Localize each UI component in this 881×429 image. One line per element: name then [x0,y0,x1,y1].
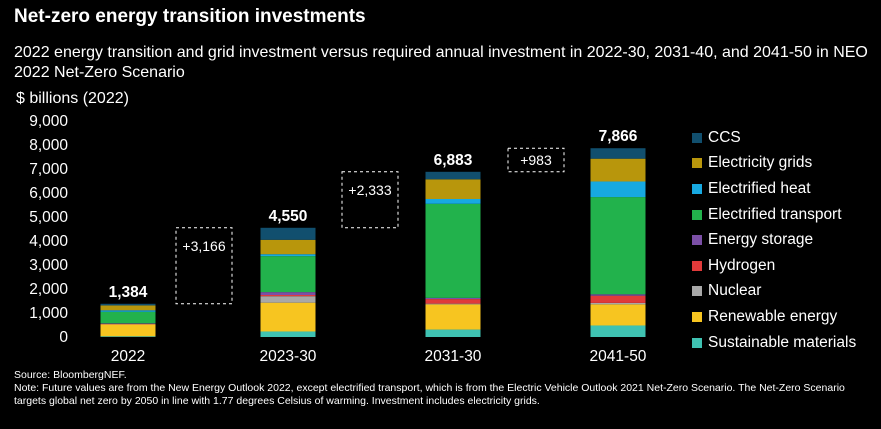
legend-label: Sustainable materials [708,333,857,351]
legend-swatch [692,286,702,297]
legend-item: Sustainable materials [692,330,856,356]
total-label: 7,866 [599,128,638,145]
legend-item: Renewable energy [692,304,856,330]
legend-item: Electrified heat [692,176,856,202]
legend-swatch [692,158,702,169]
difference-box [341,171,399,229]
legend-label: Electrified transport [708,205,842,223]
bar-segment-renewable-energy [590,304,646,326]
bar-segment-hydrogen [100,323,156,325]
total-labels: 1,384 4,550 6,883 7,866 [109,128,638,301]
difference-label: +2,333 [348,182,391,198]
bar-segment-renewable-energy [425,304,481,330]
y-tick-label: 0 [59,329,68,346]
legend-label: CCS [708,128,741,146]
bar-segment-electricity-grids [100,305,156,311]
bar-segment-electrified-transport [590,197,646,295]
bar-segment-electricity-grids [260,239,316,255]
bar-segment-ccs [100,303,156,306]
legend-item: Electrified transport [692,202,856,228]
y-tick-label: 8,000 [29,137,68,154]
bar-segment-renewable-energy [100,324,156,337]
bar-segment-electrified-transport [425,203,481,298]
difference-label: +983 [520,152,552,168]
legend-label: Hydrogen [708,256,776,274]
bar-segment-renewable-energy [260,302,316,332]
bar-segment-hydrogen [590,295,646,303]
legend: CCS Electricity grids Electrified heat Elec… [692,125,856,355]
chart-subtitle: 2022 energy transition and grid investme… [14,44,868,81]
bar-segment-electrified-heat [590,181,646,198]
bar-segment-nuclear [590,302,646,305]
x-tick-label: 2023-30 [260,348,317,365]
difference-box [507,147,565,173]
legend-label: Electrified heat [708,179,811,197]
x-tick-label: 2041-50 [590,348,647,365]
legend-swatch [692,337,702,348]
bar-segment-electrified-heat [100,310,156,312]
legend-item: Hydrogen [692,253,856,279]
legend-item: CCS [692,125,856,151]
footer: Source: BloombergNEF. Note: Future value… [14,369,864,408]
y-tick-label: 5,000 [29,209,68,226]
legend-swatch [692,132,702,143]
bar-segment-electrified-transport [260,256,316,293]
bar-segment-nuclear [260,296,316,303]
legend-swatch [692,311,702,322]
legend-item: Nuclear [692,279,856,305]
x-tick-label: 2031-30 [425,348,482,365]
source-text: Source: BloombergNEF. [14,369,127,381]
legend-swatch [692,183,702,194]
y-tick-label: 1,000 [29,305,68,322]
bar-segment-electrified-heat [260,254,316,257]
bar-segment-ccs [425,171,481,180]
bar-segment-electrified-heat [425,199,481,204]
bar-segment-hydrogen [425,299,481,304]
legend-swatch [692,235,702,246]
x-axis-ticks: 2022 2023-30 2031-30 2041-50 [111,348,647,365]
note-text: Note: Future values are from the New Ene… [14,382,845,407]
total-label: 4,550 [269,208,308,225]
bar-segment-electrified-transport [100,311,156,324]
legend-swatch [692,260,702,271]
y-tick-label: 4,000 [29,233,68,250]
y-axis-label: $ billions (2022) [16,90,129,107]
legend-item: Energy storage [692,227,856,253]
legend-label: Renewable energy [708,307,838,325]
bar-segment-energy-storage [425,297,481,300]
legend-item: Electricity grids [692,151,856,177]
total-label: 6,883 [434,152,473,169]
y-tick-label: 2,000 [29,281,68,298]
y-tick-label: 7,000 [29,161,68,178]
legend-label: Nuclear [708,282,762,300]
bar-segment-nuclear [425,303,481,305]
total-label: 1,384 [109,284,148,301]
bar-segment-electricity-grids [425,179,481,199]
bar-segment-energy-storage [260,292,316,295]
bar-segment-sustainable-materials [590,325,646,337]
bar-segment-energy-storage [590,294,646,296]
legend-swatch [692,209,702,220]
bar-segment-ccs [260,227,316,240]
bar-stacks [100,148,646,337]
bar-segment-hydrogen [260,295,316,297]
bar-segment-sustainable-materials [100,336,156,337]
x-tick-label: 2022 [111,348,145,365]
legend-label: Electricity grids [708,154,813,172]
bar-segment-sustainable-materials [260,331,316,337]
difference-boxes: +3,166 +2,333 +983 [175,147,565,305]
y-tick-label: 9,000 [29,113,68,130]
y-tick-label: 3,000 [29,257,68,274]
bar-segment-energy-storage [100,323,156,324]
legend-label: Energy storage [708,231,814,249]
difference-label: +3,166 [182,238,225,254]
bar-segment-ccs [590,148,646,159]
chart-title: Net-zero energy transition investments [14,6,366,27]
y-tick-label: 6,000 [29,185,68,202]
y-axis-ticks: 0 1,000 2,000 3,000 4,000 5,000 6,000 7,000 8,00… [29,113,68,346]
bar-segment-electricity-grids [590,158,646,182]
bar-segment-sustainable-materials [425,329,481,337]
